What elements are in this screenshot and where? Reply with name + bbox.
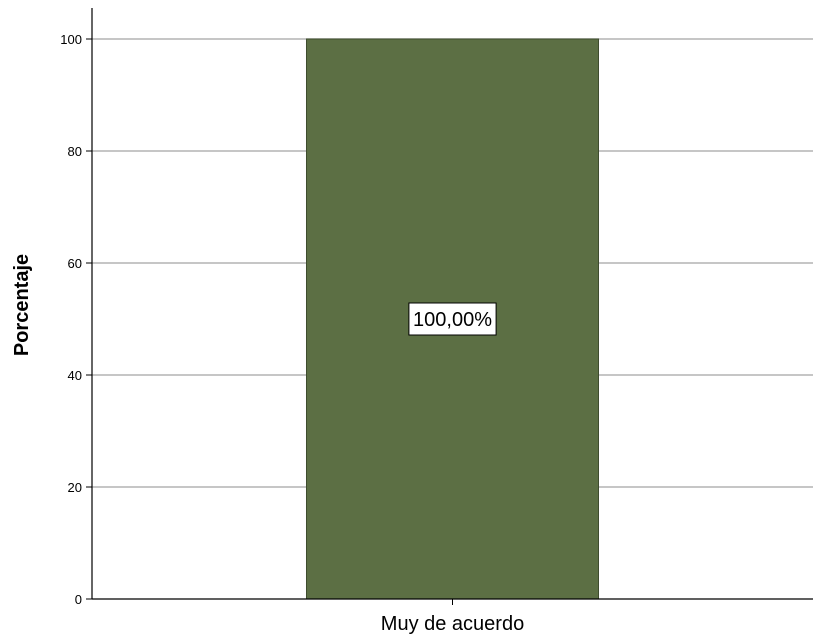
y-tick-labels: 0 20 40 60 80 100 [60, 32, 82, 607]
y-tick-label-80: 80 [68, 144, 82, 159]
data-label-0: 100,00% [408, 302, 497, 336]
x-category-label-0: Muy de acuerdo [381, 613, 524, 635]
data-label-box-0 [408, 302, 497, 336]
y-tick-label-60: 60 [68, 256, 82, 271]
data-label-text-0: 100,00% [413, 309, 492, 331]
y-tick-label-40: 40 [68, 368, 82, 383]
y-tick-label-20: 20 [68, 480, 82, 495]
y-tick-label-0: 0 [75, 592, 82, 607]
data-labels: 100,00% [408, 302, 497, 336]
x-category-labels: Muy de acuerdo [381, 613, 524, 635]
y-tick-label-100: 100 [60, 32, 82, 47]
y-axis-label: Porcentaje [11, 254, 33, 356]
axes [86, 8, 813, 605]
